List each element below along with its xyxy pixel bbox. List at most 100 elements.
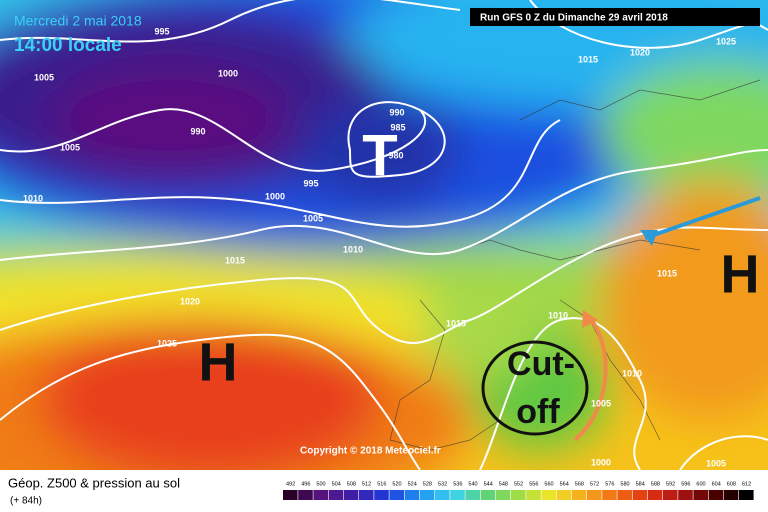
isobar-label: 1025 [716,36,736,46]
scale-label: 524 [408,481,417,487]
scale-label: 596 [681,481,690,487]
orange-arrow [573,316,608,442]
isobar-label: 1005 [60,142,80,152]
scale-label: 576 [605,481,614,487]
scale-swatch [359,490,374,500]
isobar-label: 1005 [34,72,54,82]
isobar-label: 985 [390,122,405,132]
scale-swatch [465,490,480,500]
scale-swatch [693,490,708,500]
blue-arrow [644,196,761,240]
scale-swatch [587,490,602,500]
scale-swatch [556,490,572,500]
isobar-label: 1020 [180,296,200,306]
scale-label: 508 [347,481,356,487]
isobar-label: 1015 [446,318,466,328]
scale-swatch [404,490,420,500]
scale-label: 592 [666,481,675,487]
coastlines [389,79,761,451]
isobar-label: 1010 [23,193,43,203]
low-label: T [362,123,397,188]
scale-label: 536 [453,481,462,487]
isobar-label: 995 [303,178,318,188]
footer-lead: (+ 84h) [10,496,42,507]
scale-swatch [632,490,648,500]
isobar-label: 990 [190,126,205,136]
scale-swatch [678,490,693,500]
isobar-label: 1025 [157,338,177,348]
scale-label: 556 [529,481,538,487]
scale-swatch [389,490,404,500]
blue-arrow-head [640,230,658,246]
high-label: H [721,244,760,304]
run-box [470,8,760,26]
scale-label: 564 [560,481,569,487]
color-scale: 492 496 500 504 508 512 516 520 524 528 532 536 540 5… [283,481,754,500]
high-label: H [199,332,238,392]
orange-arrow-head [582,310,598,328]
scale-label: 496 [301,481,310,487]
isobar-label: 1005 [591,398,611,408]
scale-label: 512 [362,481,371,487]
scale-swatch [647,490,663,500]
scale-swatch [541,490,556,500]
annotation: Cut- [507,345,575,383]
scale-swatch [480,490,496,500]
scale-label: 588 [651,481,660,487]
scale-swatch [571,490,587,500]
scale-label: 560 [544,481,553,487]
isobar-label: 995 [154,26,169,36]
footer-title: Géop. Z500 & pression au sol [8,475,180,490]
scale-swatch [343,490,359,500]
scale-label: 568 [575,481,584,487]
scale-label: 612 [742,481,751,487]
isobar-labels: 995 1005 1000 990 1005 990 985 980 995 1010 1000 10… [23,26,736,468]
scale-label: 580 [620,481,629,487]
time: 14:00 locale [14,35,122,56]
isobar-label: 1010 [343,244,363,254]
scale-swatch [739,490,754,500]
scale-label: 544 [484,481,493,487]
scale-swatch [511,490,526,500]
scale-swatch [617,490,632,500]
isobar-label: 1010 [548,310,568,320]
isobars [0,0,768,470]
isobar-label: 1000 [591,457,611,467]
scale-swatch [450,490,465,500]
isobar-label: 1000 [218,68,238,78]
scale-swatch [313,490,328,500]
scale-swatch [663,490,678,500]
scale-label: 516 [377,481,386,487]
isobar-label: 990 [389,107,404,117]
scale-label: 504 [332,481,341,487]
isobar-label: 1010 [622,368,642,378]
scale-label: 540 [468,481,477,487]
scale-swatch [435,490,450,500]
scale-label: 548 [499,481,508,487]
scale-swatch [298,490,313,500]
scale-label: 584 [636,481,645,487]
scale-label: 604 [712,481,721,487]
isobar-label: 980 [388,150,403,160]
scale-label: 492 [286,481,295,487]
scale-swatch [708,490,724,500]
scale-label: 600 [696,481,705,487]
date: Mercredi 2 mai 2018 [14,13,142,29]
copyright: Copyright © 2018 Meteociel.fr [300,446,441,457]
scale-swatch [328,490,344,500]
isobar-label: 1000 [265,191,285,201]
scale-label: 608 [727,481,736,487]
scale-swatch [283,490,298,500]
scale-label: 532 [438,481,447,487]
scale-swatch [495,490,511,500]
scale-label: 500 [316,481,325,487]
scale-label: 528 [423,481,432,487]
scale-swatch [419,490,435,500]
scale-label: 552 [514,481,523,487]
isobar-label: 1005 [706,458,726,468]
scale-swatch [723,490,739,500]
run-info: Run GFS 0 Z du Dimanche 29 avril 2018 [480,13,668,24]
scale-swatch [374,490,389,500]
